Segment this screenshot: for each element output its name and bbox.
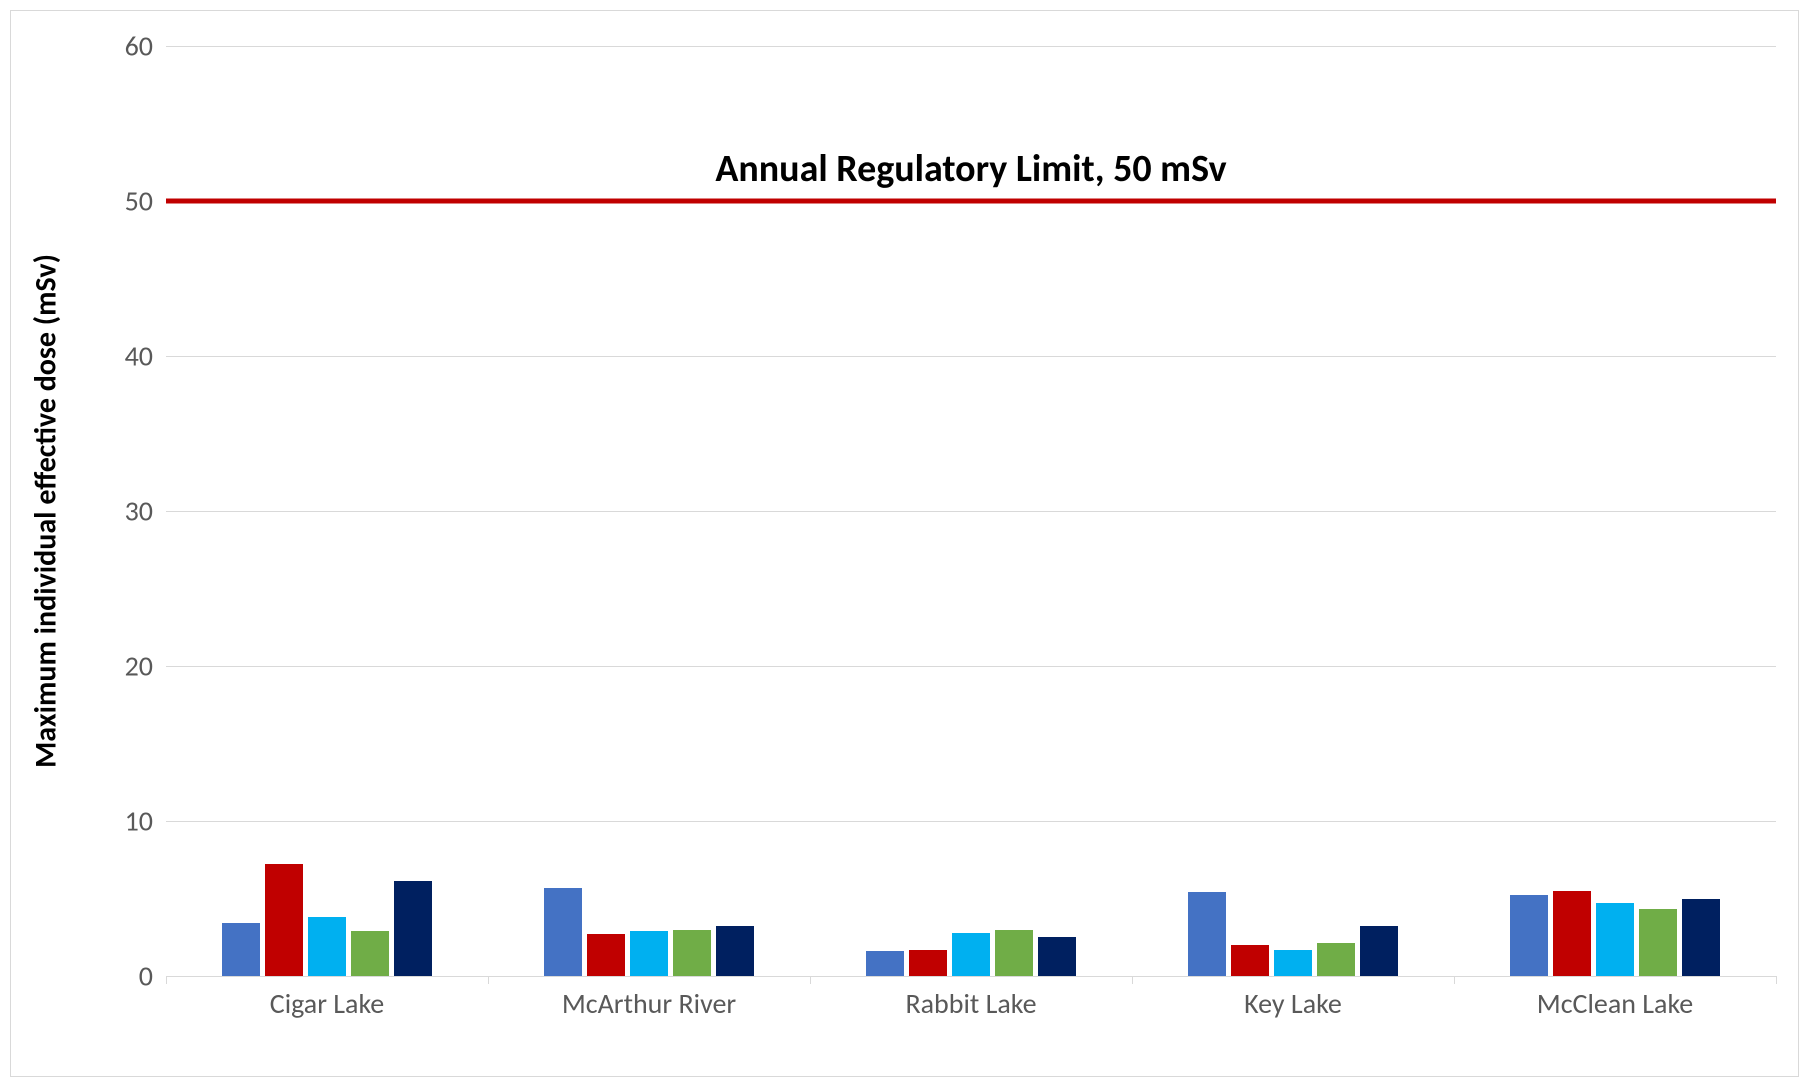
- bar: [866, 951, 904, 976]
- yaxis-title: Maximum individual effective dose (mSv): [28, 254, 65, 768]
- bar: [1360, 926, 1398, 976]
- bar: [952, 933, 990, 976]
- gridline: [166, 356, 1776, 357]
- regulatory-limit-line: [166, 199, 1776, 204]
- xtick-label: McArthur River: [562, 986, 736, 1021]
- xtick-mark: [166, 976, 167, 984]
- bar: [716, 926, 754, 976]
- ytick-label: 60: [73, 29, 153, 64]
- bar: [995, 930, 1033, 977]
- bar: [909, 950, 947, 976]
- gridline: [166, 976, 1776, 977]
- ytick-label: 20: [73, 649, 153, 684]
- ytick-label: 10: [73, 804, 153, 839]
- chart-frame: Maximum individual effective dose (mSv) …: [10, 10, 1799, 1077]
- bar: [351, 931, 389, 976]
- ytick-label: 40: [73, 339, 153, 374]
- bar: [587, 934, 625, 976]
- gridline: [166, 511, 1776, 512]
- gridline: [166, 821, 1776, 822]
- bar: [544, 888, 582, 976]
- bar: [1510, 895, 1548, 976]
- bar: [1682, 899, 1720, 977]
- regulatory-limit-label: Annual Regulatory Limit, 50 mSv: [166, 146, 1776, 192]
- gridline: [166, 666, 1776, 667]
- xtick-mark: [1776, 976, 1777, 984]
- xtick-label: Key Lake: [1244, 986, 1342, 1021]
- bar: [265, 864, 303, 976]
- gridline: [166, 46, 1776, 47]
- xtick-label: Cigar Lake: [270, 986, 384, 1021]
- xtick-label: Rabbit Lake: [905, 986, 1036, 1021]
- ytick-label: 50: [73, 184, 153, 219]
- bar: [1274, 950, 1312, 976]
- xtick-mark: [488, 976, 489, 984]
- bar: [1188, 892, 1226, 976]
- bar: [673, 930, 711, 977]
- bar: [630, 931, 668, 976]
- xtick-label: McClean Lake: [1537, 986, 1693, 1021]
- bar: [1639, 909, 1677, 976]
- xtick-mark: [1132, 976, 1133, 984]
- xtick-mark: [1454, 976, 1455, 984]
- bar: [394, 881, 432, 976]
- xtick-mark: [810, 976, 811, 984]
- bar: [1038, 937, 1076, 976]
- bar: [1317, 943, 1355, 976]
- bar: [1553, 891, 1591, 976]
- bar: [222, 923, 260, 976]
- plot-area: Annual Regulatory Limit, 50 mSv: [166, 46, 1776, 976]
- bar: [308, 917, 346, 976]
- bar: [1231, 945, 1269, 976]
- ytick-label: 0: [73, 959, 153, 994]
- bar: [1596, 903, 1634, 976]
- ytick-label: 30: [73, 494, 153, 529]
